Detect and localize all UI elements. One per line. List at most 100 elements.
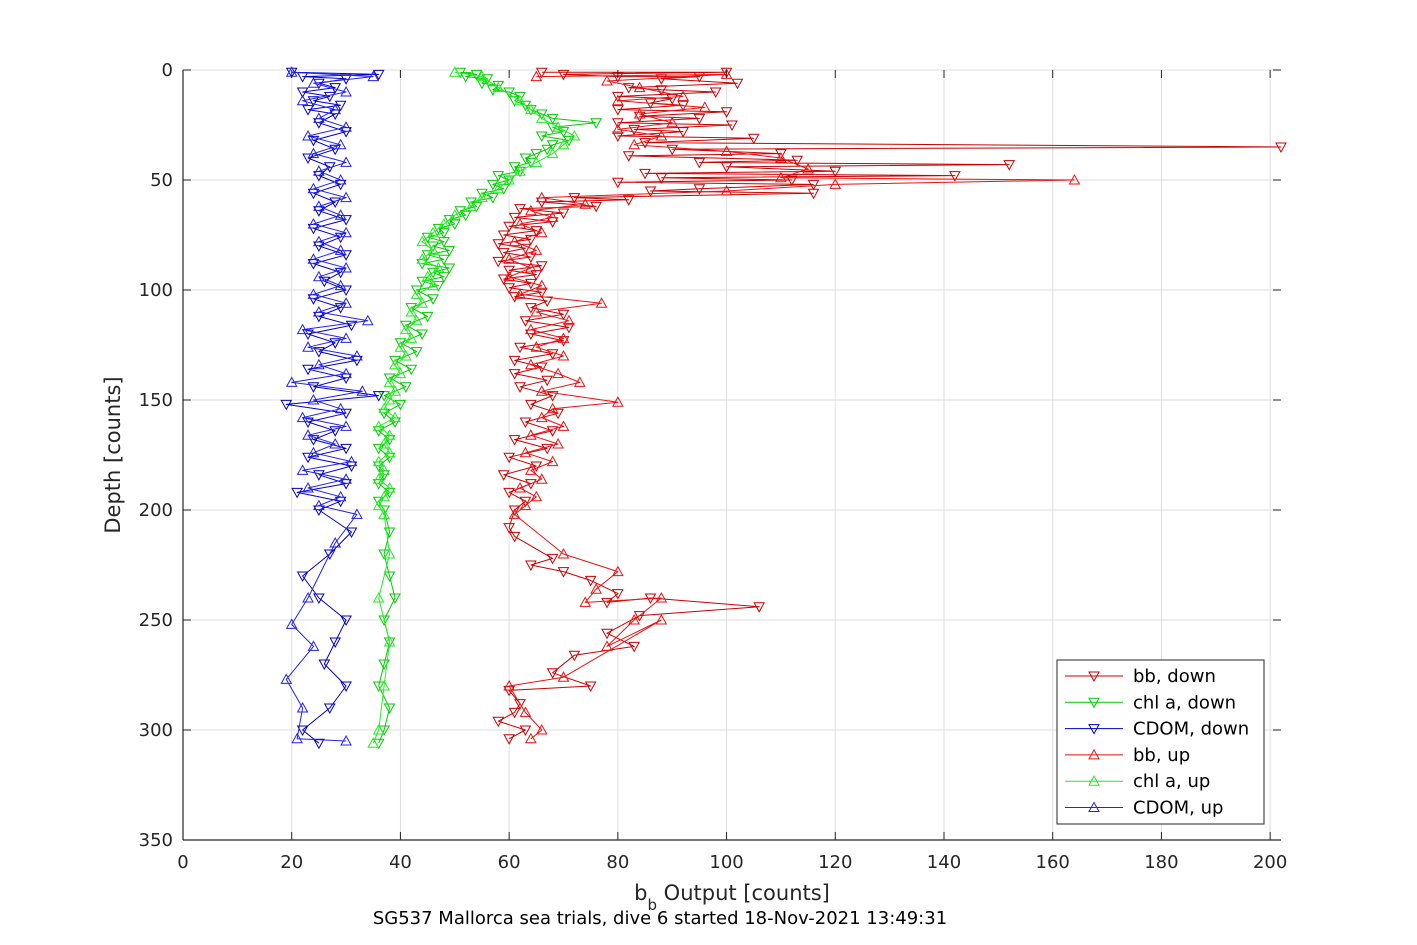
- data-point: [400, 349, 412, 361]
- data-point: [568, 193, 581, 204]
- series-cdom-up: [280, 66, 380, 746]
- data-point: [421, 232, 434, 244]
- data-point: [448, 209, 461, 220]
- data-point: [552, 367, 564, 379]
- data-point: [535, 473, 548, 484]
- data-point: [666, 144, 679, 156]
- data-point: [546, 211, 559, 222]
- data-point: [535, 67, 548, 79]
- data-point: [307, 96, 320, 107]
- data-point: [345, 527, 358, 539]
- data-point: [334, 303, 347, 314]
- data-point: [720, 184, 733, 196]
- data-point: [530, 341, 543, 352]
- data-point: [307, 217, 320, 229]
- legend-label: bb, down: [1133, 666, 1216, 687]
- x-tick-label: 20: [280, 852, 303, 873]
- data-point: [486, 179, 499, 191]
- data-point: [535, 112, 548, 123]
- data-point: [383, 373, 396, 385]
- data-point: [427, 279, 439, 291]
- data-point: [280, 673, 293, 684]
- data-point: [432, 261, 445, 273]
- data-point: [628, 641, 641, 653]
- legend-label: CDOM, up: [1133, 798, 1223, 819]
- data-point: [427, 294, 439, 305]
- data-point: [519, 417, 532, 429]
- data-point: [334, 279, 347, 291]
- data-point: [639, 168, 651, 180]
- data-point: [557, 69, 570, 81]
- data-point: [302, 153, 314, 165]
- data-point: [557, 208, 570, 220]
- data-point: [361, 314, 374, 326]
- data-point: [541, 443, 554, 455]
- data-point: [709, 87, 722, 99]
- x-tick-label: 100: [709, 852, 743, 873]
- data-point: [405, 364, 418, 376]
- data-point: [313, 165, 325, 176]
- data-point: [443, 245, 456, 257]
- legend-marker: [1088, 724, 1100, 735]
- data-point: [378, 437, 390, 449]
- data-point: [747, 133, 760, 145]
- data-point: [313, 499, 325, 511]
- data-point: [340, 191, 352, 203]
- data-point: [421, 311, 434, 323]
- legend: bb, down chl a, down CDOM, down bb, up chl a…: [1056, 659, 1265, 825]
- data-point: [612, 118, 624, 129]
- data-point: [291, 732, 303, 744]
- data-point: [340, 285, 352, 297]
- data-point: [514, 288, 526, 299]
- data-point: [514, 699, 526, 710]
- data-point: [389, 385, 401, 396]
- data-point: [622, 151, 635, 162]
- data-point: [557, 336, 570, 347]
- data-point: [508, 369, 521, 380]
- data-point: [340, 681, 352, 693]
- series-bb-up: [503, 68, 1081, 744]
- data-point: [612, 131, 624, 143]
- data-point: [628, 138, 641, 150]
- data-point: [334, 490, 347, 502]
- data-point: [530, 156, 543, 167]
- data-point: [394, 338, 407, 349]
- data-point: [546, 147, 559, 159]
- data-point: [535, 279, 548, 291]
- data-point: [378, 679, 390, 691]
- data-point: [503, 270, 515, 282]
- data-point: [492, 171, 505, 182]
- data-point: [307, 435, 320, 446]
- data-point: [525, 234, 537, 246]
- series-line: [372, 71, 575, 744]
- data-point: [421, 250, 434, 261]
- data-point: [285, 376, 298, 387]
- data-point: [807, 179, 820, 191]
- data-point: [492, 716, 505, 728]
- data-point: [405, 332, 418, 343]
- data-point: [340, 420, 352, 431]
- legend-marker: [1088, 775, 1100, 786]
- data-point: [340, 121, 352, 132]
- data-point: [829, 166, 842, 178]
- x-tick-label: 80: [606, 852, 629, 873]
- data-point: [296, 725, 309, 737]
- data-point: [525, 732, 537, 744]
- data-point: [427, 244, 439, 255]
- data-point: [421, 270, 434, 282]
- data-point: [383, 393, 396, 405]
- data-point: [508, 435, 521, 446]
- data-point: [383, 429, 396, 440]
- chart-caption: SG537 Mallorca sea trials, dive 6 starte…: [373, 908, 947, 929]
- data-point: [563, 322, 575, 334]
- data-point: [372, 69, 385, 81]
- data-point: [655, 591, 668, 603]
- data-point: [340, 332, 352, 343]
- data-point: [378, 464, 390, 475]
- data-point: [313, 235, 325, 247]
- data-point: [394, 367, 407, 379]
- series-layer: [280, 66, 1287, 750]
- data-point: [655, 85, 668, 96]
- data-point: [334, 138, 347, 150]
